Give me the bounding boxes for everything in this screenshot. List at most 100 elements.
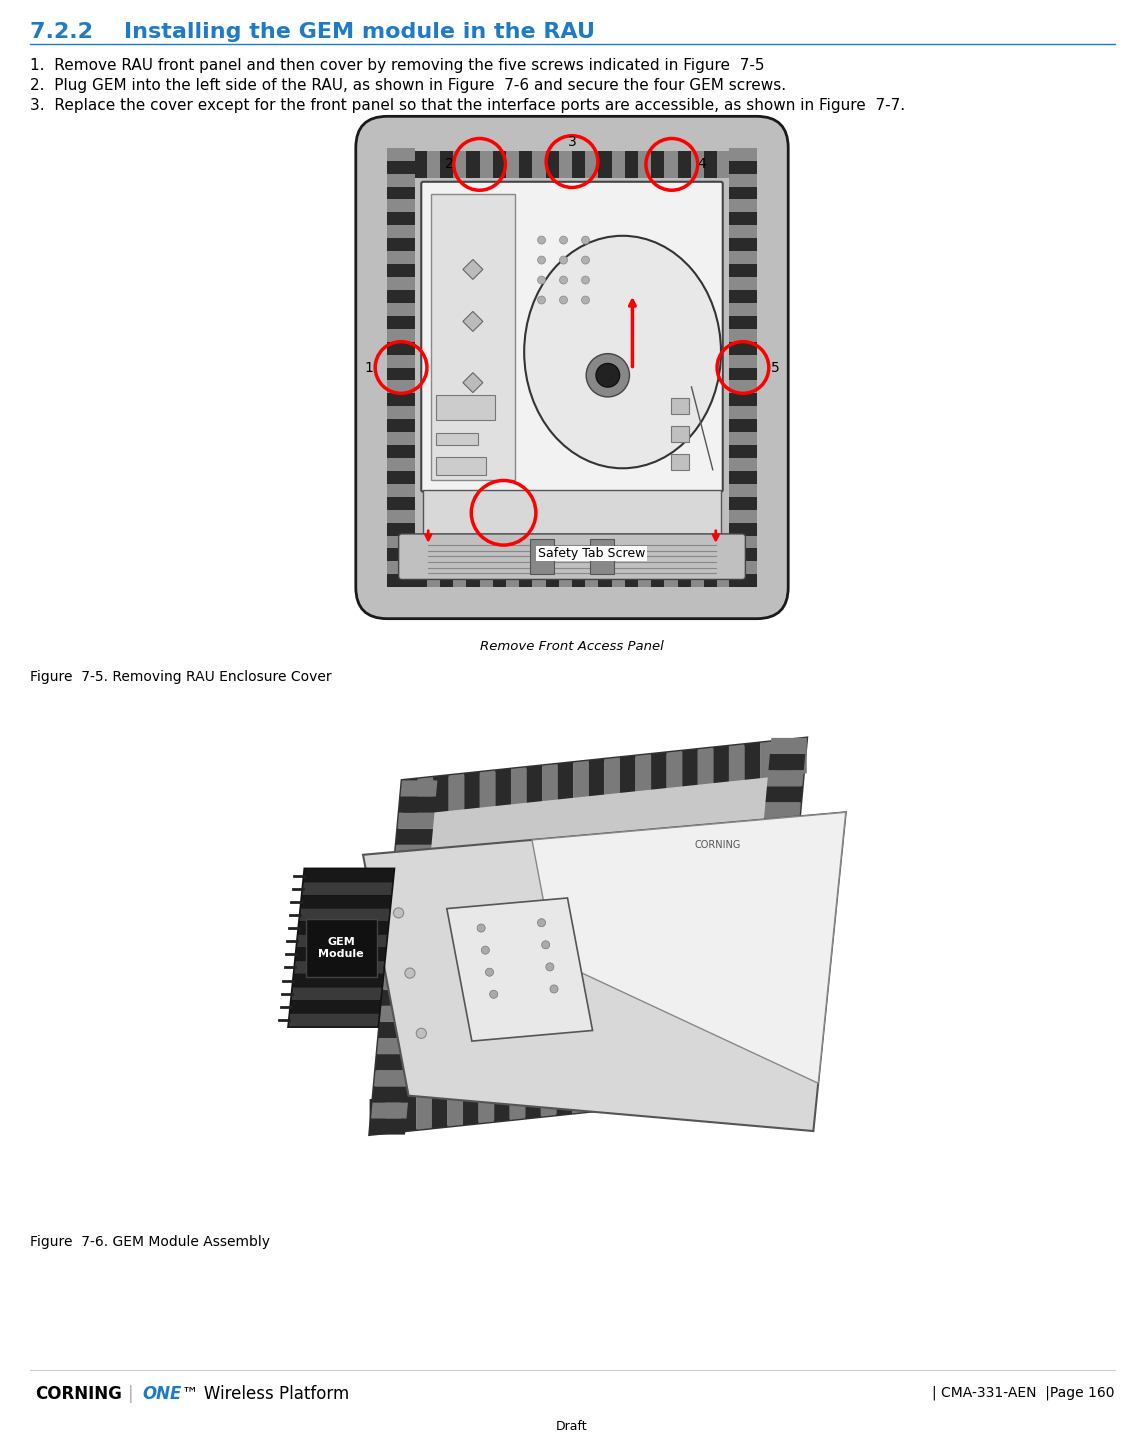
Bar <box>729 200 757 213</box>
Bar <box>585 150 599 178</box>
Bar <box>585 560 599 587</box>
Polygon shape <box>572 1076 587 1113</box>
Bar <box>532 560 546 587</box>
Bar <box>690 150 704 178</box>
Polygon shape <box>289 1014 379 1027</box>
Circle shape <box>481 946 489 954</box>
Bar <box>729 393 757 406</box>
Polygon shape <box>380 1006 417 1022</box>
Polygon shape <box>775 739 791 777</box>
Polygon shape <box>712 1061 728 1099</box>
Circle shape <box>586 354 630 396</box>
Bar <box>387 458 414 471</box>
Polygon shape <box>496 769 511 805</box>
Bar <box>519 560 532 587</box>
Circle shape <box>582 276 590 283</box>
Bar <box>729 484 757 497</box>
Circle shape <box>582 256 590 265</box>
Bar <box>387 432 414 445</box>
Bar <box>559 560 572 587</box>
Polygon shape <box>463 259 483 279</box>
Polygon shape <box>393 860 431 878</box>
Circle shape <box>394 908 403 918</box>
Bar <box>729 535 757 548</box>
Polygon shape <box>743 1058 759 1096</box>
FancyBboxPatch shape <box>398 534 745 580</box>
Circle shape <box>582 296 590 304</box>
Bar <box>436 457 487 474</box>
Polygon shape <box>376 1054 412 1070</box>
Bar <box>611 560 625 587</box>
Polygon shape <box>587 1074 603 1112</box>
Bar <box>453 560 466 587</box>
Text: Figure  7-6. GEM Module Assembly: Figure 7-6. GEM Module Assembly <box>30 1235 270 1249</box>
Bar <box>678 560 690 587</box>
Circle shape <box>560 256 568 265</box>
Bar <box>387 509 414 522</box>
Polygon shape <box>447 898 593 1041</box>
Circle shape <box>490 991 498 998</box>
Bar <box>387 147 414 161</box>
Bar <box>559 150 572 178</box>
Polygon shape <box>752 931 789 947</box>
Bar <box>387 328 414 341</box>
Bar <box>546 150 559 178</box>
Bar <box>729 354 757 367</box>
Polygon shape <box>751 947 788 963</box>
Polygon shape <box>300 908 389 921</box>
Bar <box>729 380 757 393</box>
Circle shape <box>560 296 568 304</box>
Text: Remove Front Access Panel: Remove Front Access Panel <box>480 639 664 652</box>
Bar <box>387 445 414 458</box>
Polygon shape <box>382 973 420 989</box>
Text: CORNING: CORNING <box>694 840 741 850</box>
Bar <box>729 471 757 484</box>
Polygon shape <box>527 766 542 803</box>
Bar <box>717 560 731 587</box>
Polygon shape <box>618 1071 634 1109</box>
Bar <box>638 560 652 587</box>
Bar <box>387 522 414 535</box>
Circle shape <box>582 236 590 244</box>
Text: 2: 2 <box>445 158 453 172</box>
Bar <box>729 328 757 341</box>
Polygon shape <box>741 1060 777 1076</box>
Bar <box>387 471 414 484</box>
Polygon shape <box>374 1070 411 1086</box>
Polygon shape <box>479 1086 495 1124</box>
Bar <box>731 150 743 178</box>
Polygon shape <box>760 742 775 778</box>
Polygon shape <box>377 1038 413 1054</box>
Polygon shape <box>759 1057 774 1093</box>
Text: Draft: Draft <box>556 1420 587 1433</box>
Polygon shape <box>540 1080 556 1116</box>
Bar <box>436 395 495 419</box>
Polygon shape <box>791 737 807 775</box>
Bar <box>671 398 689 414</box>
Bar <box>664 150 678 178</box>
Polygon shape <box>390 894 427 910</box>
Bar <box>466 150 480 178</box>
Polygon shape <box>302 882 393 895</box>
Text: Figure  7-5. Removing RAU Enclosure Cover: Figure 7-5. Removing RAU Enclosure Cover <box>30 669 332 684</box>
Bar <box>729 522 757 535</box>
Polygon shape <box>745 1012 782 1028</box>
Polygon shape <box>464 772 480 810</box>
Polygon shape <box>298 921 388 934</box>
Polygon shape <box>397 813 434 829</box>
Polygon shape <box>749 963 787 979</box>
Polygon shape <box>759 850 797 866</box>
Bar <box>387 187 414 200</box>
Bar <box>440 560 453 587</box>
Circle shape <box>405 967 414 977</box>
Bar <box>729 548 757 561</box>
Polygon shape <box>542 763 558 801</box>
Polygon shape <box>666 750 682 788</box>
Bar <box>401 150 413 178</box>
Polygon shape <box>418 777 433 814</box>
Polygon shape <box>432 1090 448 1128</box>
Bar <box>387 497 414 509</box>
Circle shape <box>537 918 545 927</box>
Bar <box>387 315 414 328</box>
Bar <box>729 406 757 419</box>
